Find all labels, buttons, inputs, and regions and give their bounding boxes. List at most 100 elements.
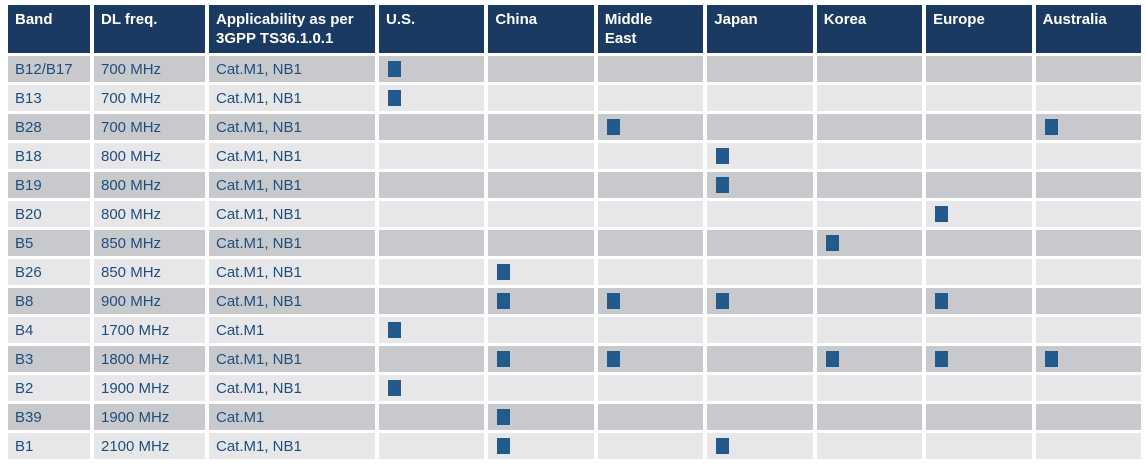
region-cell-europe: [926, 230, 1032, 256]
region-cell-middle_east: [597, 230, 704, 256]
dl-freq-cell: 1900 MHz: [94, 404, 205, 430]
region-cell-australia: [1035, 85, 1141, 111]
region-cell-middle_east: [597, 288, 704, 314]
region-cell-middle_east: [597, 172, 704, 198]
applicability-cell: Cat.M1, NB1: [209, 85, 375, 111]
region-cell-middle_east: [597, 85, 704, 111]
availability-marker-icon: [388, 61, 401, 77]
applicability-cell: Cat.M1, NB1: [209, 375, 375, 401]
band-cell: B18: [8, 143, 90, 169]
region-cell-korea: [816, 259, 923, 285]
region-cell-china: [488, 288, 594, 314]
region-cell-japan: [707, 85, 813, 111]
availability-marker-icon: [388, 90, 401, 106]
applicability-cell: Cat.M1, NB1: [209, 433, 375, 459]
availability-marker-icon: [497, 351, 511, 367]
region-cell-japan: [707, 433, 813, 459]
applicability-cell: Cat.M1, NB1: [209, 143, 375, 169]
availability-marker-icon: [935, 206, 949, 222]
availability-marker-icon: [497, 264, 511, 280]
region-cell-korea: [816, 375, 923, 401]
availability-marker-icon: [716, 438, 730, 454]
dl-freq-cell: 800 MHz: [94, 201, 205, 227]
region-cell-korea: [816, 317, 923, 343]
region-cell-us: [379, 56, 485, 82]
region-cell-middle_east: [597, 433, 704, 459]
region-cell-japan: [707, 56, 813, 82]
region-cell-europe: [926, 259, 1032, 285]
dl-freq-cell: 700 MHz: [94, 85, 205, 111]
region-cell-china: [488, 404, 594, 430]
dl-freq-cell: 1700 MHz: [94, 317, 205, 343]
region-cell-us: [379, 404, 485, 430]
applicability-cell: Cat.M1, NB1: [209, 346, 375, 372]
region-cell-japan: [707, 201, 813, 227]
availability-marker-icon: [935, 293, 949, 309]
band-cell: B2: [8, 375, 90, 401]
region-cell-japan: [707, 404, 813, 430]
region-cell-korea: [816, 85, 923, 111]
region-cell-middle_east: [597, 404, 704, 430]
availability-marker-icon: [388, 322, 401, 338]
region-cell-middle_east: [597, 346, 704, 372]
availability-marker-icon: [606, 351, 620, 367]
region-cell-japan: [707, 288, 813, 314]
column-header-band: Band: [8, 5, 90, 53]
applicability-cell: Cat.M1: [209, 317, 375, 343]
region-cell-middle_east: [597, 201, 704, 227]
band-cell: B5: [8, 230, 90, 256]
column-header-china: China: [488, 5, 594, 53]
dl-freq-cell: 900 MHz: [94, 288, 205, 314]
availability-marker-icon: [716, 148, 730, 164]
band-cell: B28: [8, 114, 90, 140]
region-cell-middle_east: [597, 375, 704, 401]
region-cell-us: [379, 317, 485, 343]
region-cell-europe: [926, 201, 1032, 227]
region-cell-korea: [816, 230, 923, 256]
band-cell: B13: [8, 85, 90, 111]
region-cell-us: [379, 346, 485, 372]
dl-freq-cell: 1900 MHz: [94, 375, 205, 401]
availability-marker-icon: [935, 351, 949, 367]
availability-marker-icon: [606, 119, 620, 135]
region-cell-europe: [926, 172, 1032, 198]
availability-marker-icon: [825, 235, 839, 251]
region-cell-japan: [707, 375, 813, 401]
region-cell-korea: [816, 201, 923, 227]
region-cell-australia: [1035, 404, 1141, 430]
region-cell-middle_east: [597, 317, 704, 343]
region-cell-korea: [816, 288, 923, 314]
region-cell-china: [488, 114, 594, 140]
applicability-cell: Cat.M1, NB1: [209, 259, 375, 285]
region-cell-us: [379, 288, 485, 314]
region-cell-middle_east: [597, 143, 704, 169]
region-cell-australia: [1035, 56, 1141, 82]
band-cell: B8: [8, 288, 90, 314]
band-cell: B19: [8, 172, 90, 198]
availability-marker-icon: [716, 177, 730, 193]
availability-marker-icon: [497, 409, 511, 425]
region-cell-us: [379, 172, 485, 198]
region-cell-korea: [816, 114, 923, 140]
region-cell-europe: [926, 346, 1032, 372]
region-cell-us: [379, 85, 485, 111]
band-cell: B12/B17: [8, 56, 90, 82]
availability-marker-icon: [716, 293, 730, 309]
region-cell-korea: [816, 433, 923, 459]
region-cell-china: [488, 259, 594, 285]
region-cell-us: [379, 201, 485, 227]
region-cell-korea: [816, 346, 923, 372]
region-cell-china: [488, 201, 594, 227]
applicability-cell: Cat.M1, NB1: [209, 230, 375, 256]
dl-freq-cell: 700 MHz: [94, 114, 205, 140]
region-cell-australia: [1035, 375, 1141, 401]
region-cell-middle_east: [597, 259, 704, 285]
band-cell: B20: [8, 201, 90, 227]
dl-freq-cell: 800 MHz: [94, 143, 205, 169]
dl-freq-cell: 800 MHz: [94, 172, 205, 198]
region-cell-australia: [1035, 259, 1141, 285]
band-cell: B3: [8, 346, 90, 372]
region-cell-us: [379, 259, 485, 285]
column-header-applicability: Applicability as per 3GPP TS36.1.0.1: [209, 5, 375, 53]
availability-marker-icon: [825, 351, 839, 367]
